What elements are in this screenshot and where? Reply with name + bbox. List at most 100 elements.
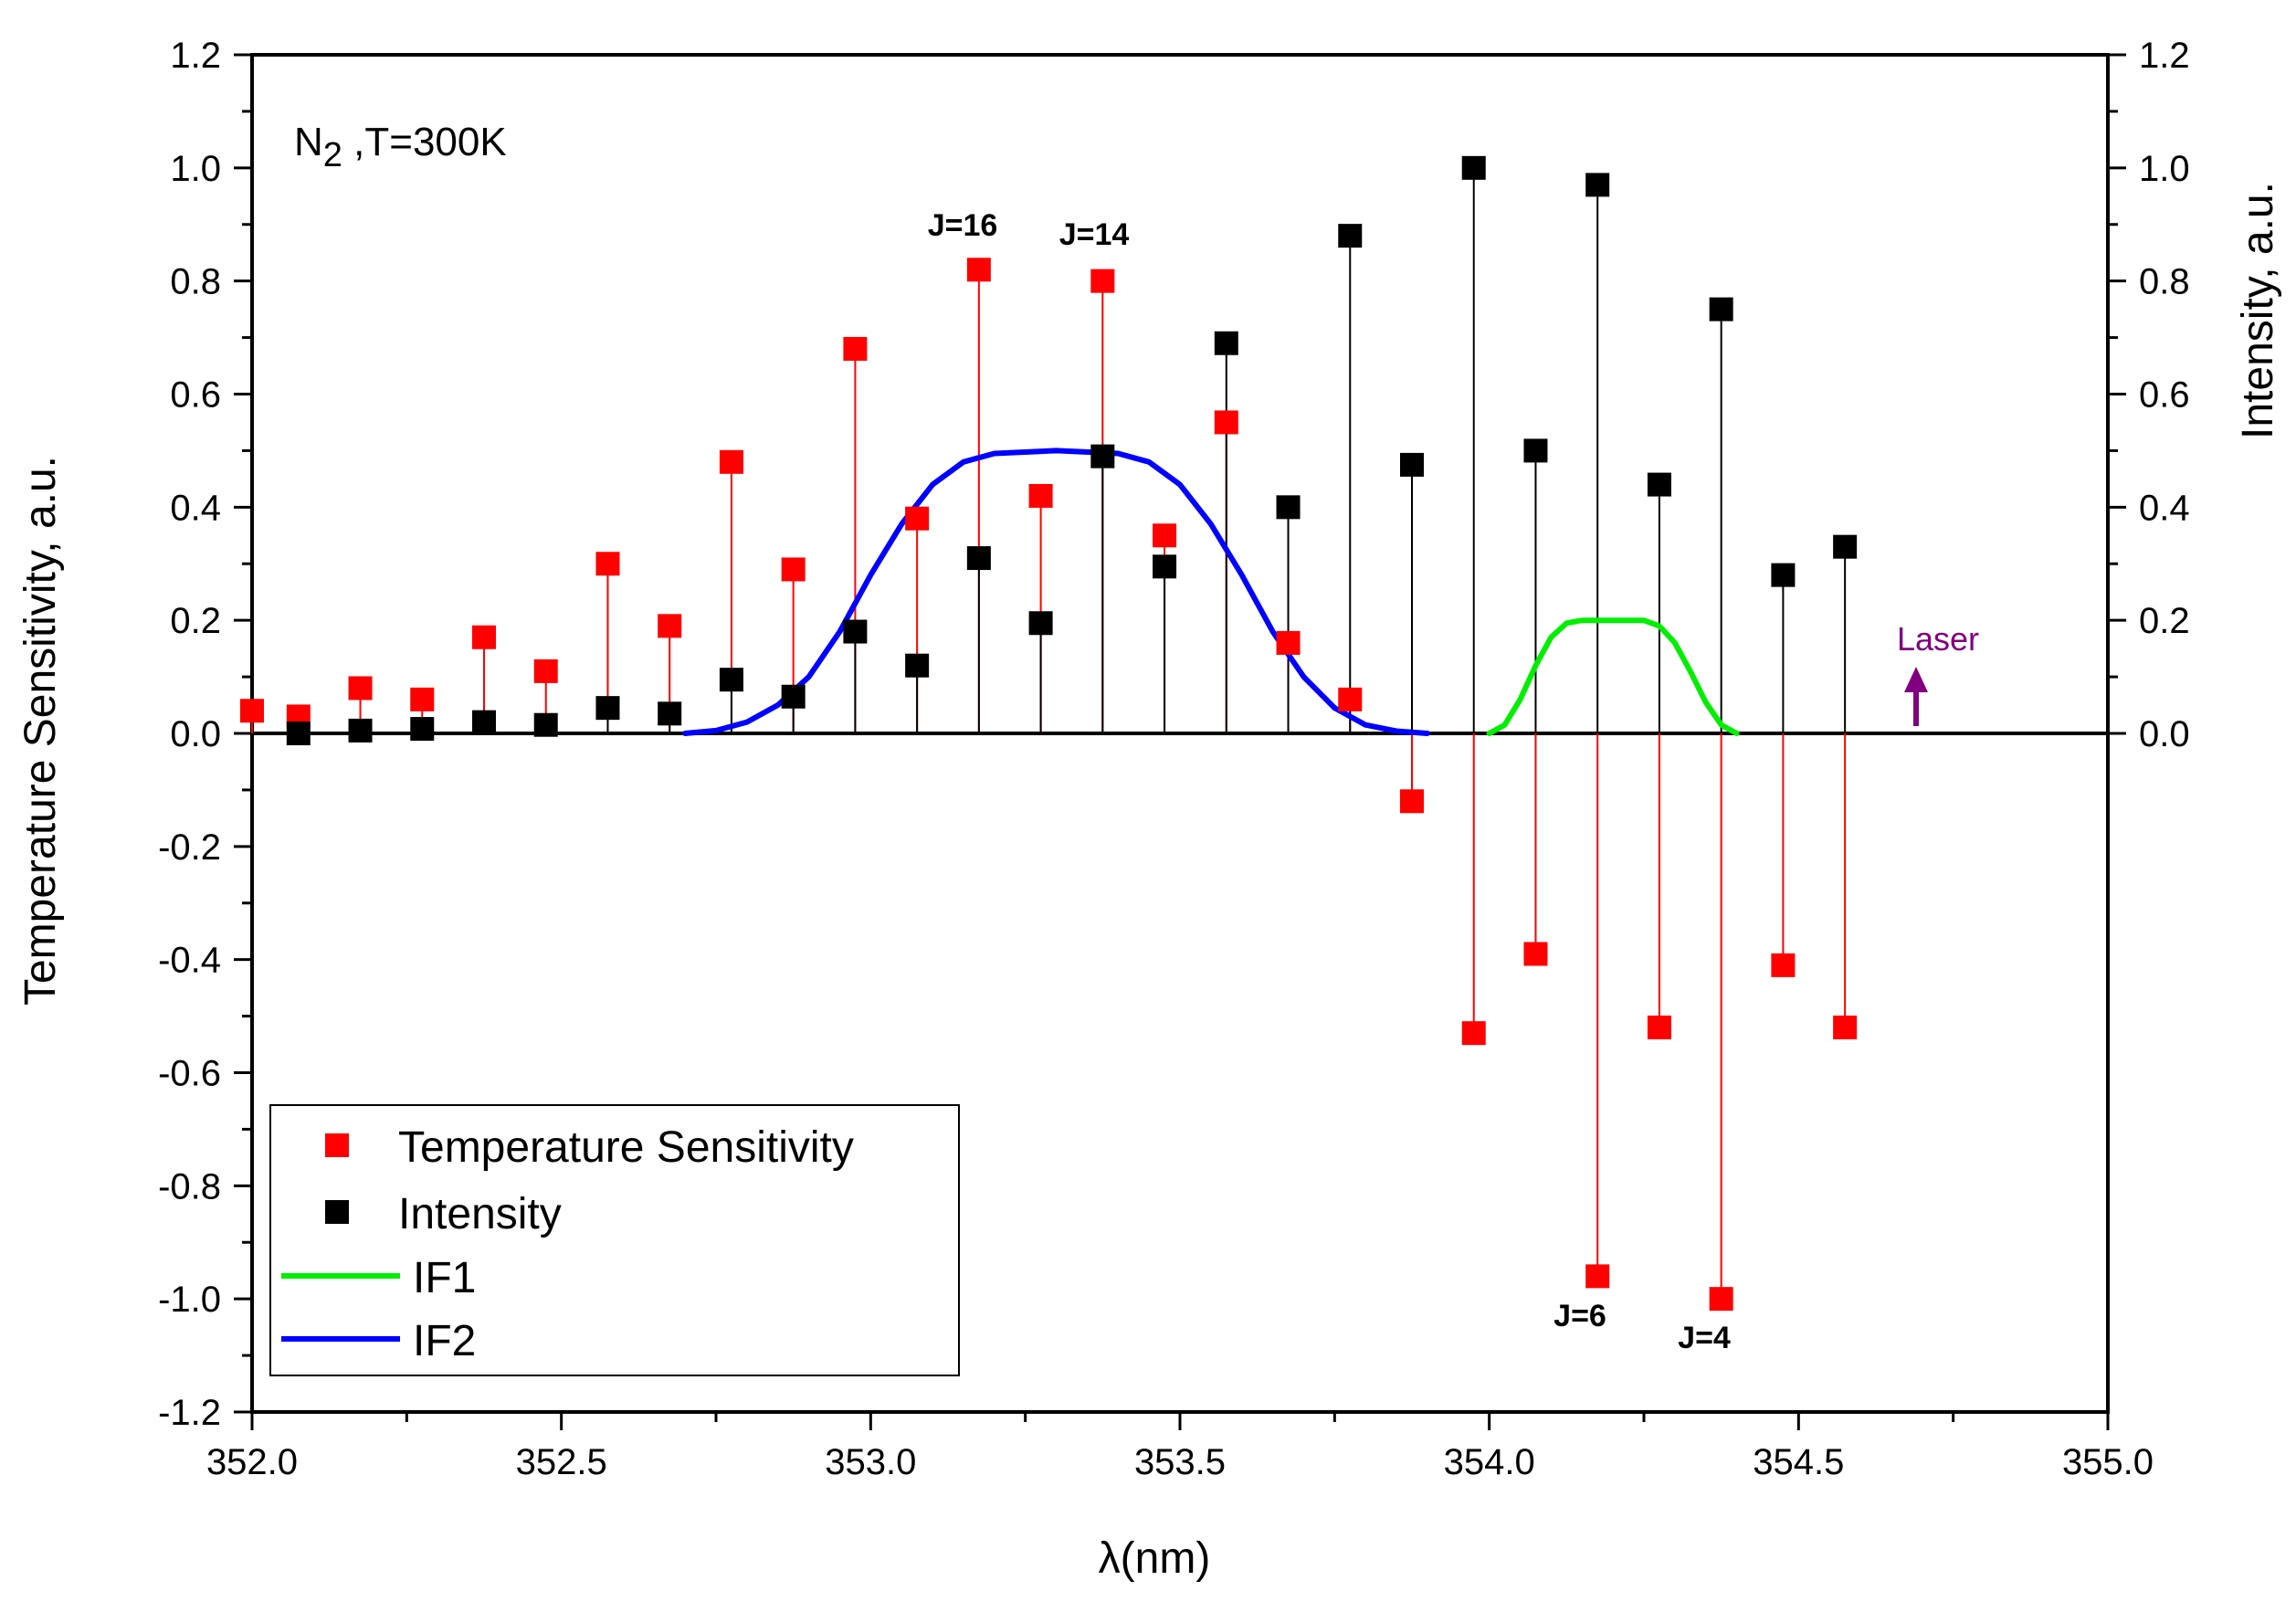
j14-label: J=14 xyxy=(1059,217,1130,252)
point-temperature-sensitivity xyxy=(1338,687,1363,711)
point-temperature-sensitivity xyxy=(1028,483,1053,508)
y-left-tick-label: 0.2 xyxy=(170,601,221,641)
legend-marker-temperature-sensitivity xyxy=(325,1133,349,1157)
point-intensity xyxy=(905,653,930,678)
y-right-tick-label: 0.2 xyxy=(2139,601,2190,641)
point-intensity xyxy=(1647,472,1671,497)
stems-layer xyxy=(251,167,1847,1300)
x-tick-label: 355.0 xyxy=(2062,1442,2154,1482)
x-tick-label: 353.5 xyxy=(1134,1442,1226,1482)
point-intensity xyxy=(1461,155,1486,180)
point-intensity xyxy=(1833,534,1858,559)
point-intensity xyxy=(1523,438,1548,463)
y-axis-title-right: Intensity, a.u. xyxy=(2234,182,2282,439)
j16-label: J=16 xyxy=(928,208,998,243)
legend: Temperature Sensitivity Intensity IF1 IF… xyxy=(269,1104,960,1376)
y-left-tick-label: -0.8 xyxy=(158,1166,221,1206)
y-right-tick-label: 0.0 xyxy=(2139,714,2190,754)
point-intensity xyxy=(1153,554,1177,579)
point-temperature-sensitivity xyxy=(595,552,620,576)
legend-label-intensity: Intensity xyxy=(398,1190,562,1238)
y-right-tick-label: 1.2 xyxy=(2139,36,2190,76)
point-temperature-sensitivity xyxy=(1771,953,1796,977)
x-axis-title: λ(nm) xyxy=(1099,1534,1211,1583)
point-temperature-sensitivity xyxy=(1400,789,1424,814)
point-intensity xyxy=(1090,444,1115,469)
x-tick-label: 354.0 xyxy=(1444,1442,1535,1482)
j6-label: J=6 xyxy=(1553,1299,1606,1333)
legend-box xyxy=(269,1104,960,1376)
legend-label-temperature-sensitivity: Temperature Sensitivity xyxy=(398,1123,854,1172)
point-temperature-sensitivity xyxy=(410,687,435,711)
y-left-tick-label: -0.4 xyxy=(158,941,221,981)
y-left-tick-label: 0.8 xyxy=(170,262,221,302)
point-temperature-sensitivity xyxy=(240,699,264,723)
point-intensity xyxy=(1214,331,1238,355)
point-intensity xyxy=(1338,224,1363,248)
sample-label-main: N xyxy=(294,120,323,164)
legend-marker-intensity xyxy=(325,1200,349,1224)
curve-if1 xyxy=(1486,617,1740,736)
point-temperature-sensitivity xyxy=(533,658,558,683)
point-intensity xyxy=(533,712,558,737)
laser-label: Laser xyxy=(1897,620,1979,658)
y-left-tick-label: 0.6 xyxy=(170,375,221,416)
point-intensity xyxy=(472,710,496,734)
sample-label: N2 ,T=300K xyxy=(294,120,507,174)
point-intensity xyxy=(719,668,743,692)
y-left-tick-label: 0.4 xyxy=(170,488,221,528)
point-temperature-sensitivity xyxy=(1833,1015,1858,1039)
point-temperature-sensitivity xyxy=(1523,942,1548,966)
y-left-tick-label: -1.2 xyxy=(158,1393,221,1433)
x-tick-label: 354.5 xyxy=(1753,1442,1844,1482)
sample-label-sub: 2 xyxy=(323,136,342,174)
point-intensity xyxy=(1028,611,1053,636)
y-left-tick-label: -0.6 xyxy=(158,1054,221,1094)
point-intensity xyxy=(843,619,868,644)
x-tick-label: 353.0 xyxy=(825,1442,916,1482)
point-temperature-sensitivity xyxy=(1276,630,1301,655)
x-tick-label: 352.5 xyxy=(516,1442,607,1482)
y-left-tick-label: 0.0 xyxy=(170,714,221,754)
point-intensity xyxy=(1276,495,1301,520)
y-left-tick-label: -0.2 xyxy=(158,827,221,868)
point-temperature-sensitivity xyxy=(1647,1015,1671,1039)
point-temperature-sensitivity xyxy=(1153,523,1177,548)
point-intensity xyxy=(658,701,682,726)
laser-marker: Laser xyxy=(1897,620,1979,726)
y-right-tick-label: 1.0 xyxy=(2139,149,2190,189)
point-temperature-sensitivity xyxy=(658,614,682,638)
point-temperature-sensitivity xyxy=(1214,410,1238,435)
point-temperature-sensitivity xyxy=(348,676,373,701)
legend-label-if1: IF1 xyxy=(413,1254,476,1302)
y-right-tick-label: 0.8 xyxy=(2139,262,2190,302)
y-left-tick-label: 1.0 xyxy=(170,149,221,189)
point-temperature-sensitivity xyxy=(1709,1287,1733,1312)
point-temperature-sensitivity xyxy=(905,506,930,531)
point-intensity xyxy=(781,684,806,709)
y-left-tick-label: 1.2 xyxy=(170,36,221,76)
y-right-tick-label: 0.6 xyxy=(2139,375,2190,416)
point-temperature-sensitivity xyxy=(719,449,743,474)
point-intensity xyxy=(966,546,991,571)
y-right-tick-label: 0.4 xyxy=(2139,488,2190,528)
y-left-tick-label: -1.0 xyxy=(158,1280,221,1320)
legend-label-if2: IF2 xyxy=(413,1317,476,1365)
point-intensity xyxy=(286,722,311,745)
point-temperature-sensitivity xyxy=(472,625,496,649)
point-intensity xyxy=(348,718,373,743)
point-temperature-sensitivity xyxy=(1585,1264,1610,1289)
point-temperature-sensitivity xyxy=(843,336,868,361)
points-layer xyxy=(240,155,1858,1312)
point-intensity xyxy=(1771,563,1796,587)
laser-arrow-head xyxy=(1904,667,1928,692)
point-temperature-sensitivity xyxy=(1090,269,1115,293)
point-intensity xyxy=(1709,297,1733,321)
sample-label-rest: ,T=300K xyxy=(342,120,507,164)
point-intensity xyxy=(1585,173,1610,197)
point-intensity xyxy=(1400,452,1424,477)
labels-layer: 352.0 352.5 353.0 353.5 354.0 354.5 355.0 1.2 1.… xyxy=(158,36,2190,1482)
point-temperature-sensitivity xyxy=(1461,1021,1486,1046)
filter-curves-layer xyxy=(682,448,1740,736)
